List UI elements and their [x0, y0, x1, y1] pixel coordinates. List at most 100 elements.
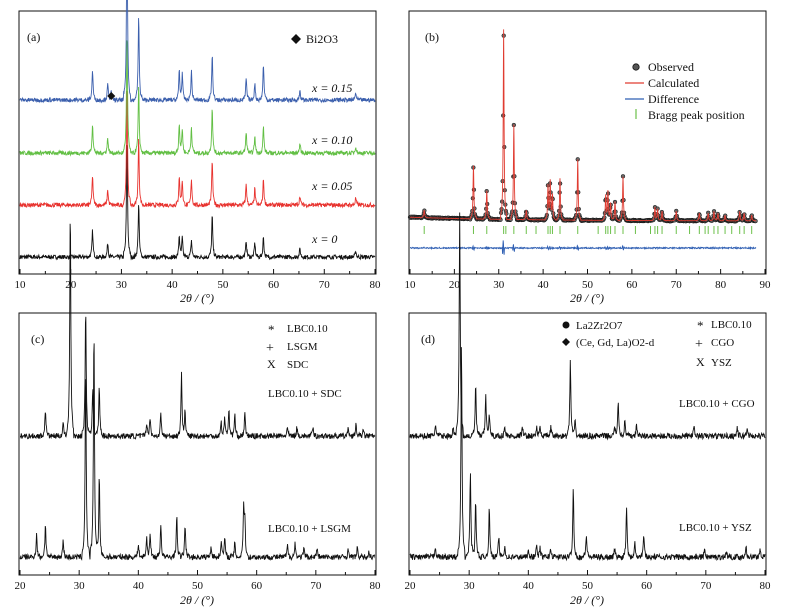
- panel-b-x-tick-label: 50: [582, 279, 594, 291]
- panel-c-legend-lbc: LBC0.10: [287, 323, 328, 335]
- panel-c-series-group: LBC0.10 + LSGM LBC0.10 + SDC: [19, 223, 376, 562]
- panel-a-series-labels: x = 0 x = 0.05 x = 0.10 x = 0.15: [311, 81, 352, 246]
- panel-d-legend-cgo: CGO: [711, 337, 734, 349]
- panel-a-x-tick-label: 10: [15, 279, 27, 291]
- panel-c-legend: * LBC0.10 + LSGM X SDC: [266, 322, 328, 371]
- panel-d-series-label: LBC0.10 + YSZ: [679, 522, 752, 534]
- panel-c-legend-lbc-icon: *: [268, 322, 275, 337]
- panel-c-x-tick-label: 70: [310, 580, 322, 592]
- panel-c-label: (c): [31, 332, 44, 346]
- panel-a-series-label: x = 0.10: [311, 133, 352, 147]
- panel-d-legend-ceo2: (Ce, Gd, La)O2-d: [576, 337, 655, 349]
- panel-d-x-tick-label: 50: [582, 580, 594, 592]
- panel-d-legend: La2Zr2O7 (Ce, Gd, La)O2-d * LBC0.10 + CG…: [562, 318, 752, 369]
- panel-d-legend-ceo2-diamond-icon: [562, 338, 570, 346]
- panel-c-x-axis: 20 30 40 50 60 70 80: [15, 570, 382, 592]
- panel-b-x-tick-label: 90: [760, 279, 772, 291]
- panel-b-x-tick-label: 10: [405, 279, 417, 291]
- panel-c-series-label: LBC0.10 + LSGM: [268, 523, 351, 535]
- panel-a-series-line: [19, 144, 376, 261]
- panel-c-legend-sdc: SDC: [287, 359, 308, 371]
- panel-d-legend-lbc: LBC0.10: [711, 319, 752, 331]
- panel-b-x-tick-label: 30: [493, 279, 505, 291]
- panel-a-xlabel: 2θ / (°): [180, 291, 214, 305]
- panel-a-legend: Bi2O3: [291, 32, 338, 46]
- panel-b-legend-observed: Observed: [648, 60, 694, 74]
- panel-c-legend-lsgm-icon: +: [266, 341, 274, 356]
- panel-b-difference-line: [409, 240, 757, 255]
- panel-a-x-tick-label: 40: [167, 279, 179, 291]
- panel-b-legend-observed-icon: [632, 63, 640, 71]
- panel-a-series-line: [19, 90, 376, 209]
- panel-a-series-label: x = 0.15: [311, 81, 352, 95]
- panel-d-legend-ysz: YSZ: [711, 357, 732, 369]
- panel-c-x-tick-label: 80: [370, 580, 382, 592]
- panel-a: (a) Bi2O3 x = 0x = 0.05x = 0.10x = 0.15 …: [15, 0, 382, 305]
- panel-b-plot: [407, 29, 758, 255]
- panel-b-x-tick-label: 70: [671, 279, 683, 291]
- panel-d: (d) La2Zr2O7 (Ce, Gd, La)O2-d * LBC0.10 …: [405, 212, 772, 607]
- panel-a-series-label: x = 0: [311, 232, 337, 246]
- panel-d-x-tick-label: 30: [464, 580, 476, 592]
- panel-c-x-tick-label: 40: [133, 580, 145, 592]
- panel-a-legend-label: Bi2O3: [306, 32, 338, 46]
- panel-d-legend-la2zr2o7: La2Zr2O7: [576, 320, 623, 332]
- panel-d-legend-la2zr2o7-icon: [562, 321, 570, 329]
- panel-a-x-tick-label: 50: [217, 279, 229, 291]
- panel-b-calculated-line: [409, 29, 757, 222]
- panel-b: (b) Observed Calculated Difference Bragg…: [405, 10, 772, 305]
- panel-a-markers: [107, 92, 116, 100]
- panel-d-legend-lbc-icon: *: [697, 318, 704, 333]
- panel-c-legend-sdc-icon: X: [267, 357, 276, 371]
- panel-d-x-tick-label: 40: [523, 580, 535, 592]
- panel-d-series-line: [409, 212, 766, 441]
- panel-a-x-tick-label: 30: [116, 279, 128, 291]
- panel-c-x-tick-label: 50: [192, 580, 204, 592]
- panel-c-legend-lsgm: LSGM: [287, 341, 318, 353]
- panel-b-x-tick-label: 60: [626, 279, 638, 291]
- panel-a-series-line: [19, 0, 376, 104]
- panel-b-frame: [408, 10, 767, 275]
- panel-d-legend-ysz-icon: X: [696, 355, 705, 369]
- panel-c: (c) * LBC0.10 + LSGM X SDC LBC0.10 + LSG…: [15, 223, 382, 607]
- panel-d-x-tick-label: 80: [760, 580, 772, 592]
- panel-a-x-tick-label: 70: [319, 279, 331, 291]
- panel-b-x-axis: 10 20 30 40 50 60 70 80 90: [405, 269, 772, 291]
- panel-b-x-tick-label: 20: [449, 279, 461, 291]
- panel-c-series-label: LBC0.10 + SDC: [268, 388, 342, 400]
- panel-c-xlabel: 2θ / (°): [180, 593, 214, 607]
- panel-c-series-line: [19, 223, 376, 440]
- panel-d-series-label: LBC0.10 + CGO: [679, 398, 755, 410]
- panel-d-series-group: LBC0.10 + YSZ LBC0.10 + CGO: [409, 212, 766, 562]
- panel-a-x-tick-label: 80: [370, 279, 382, 291]
- panel-a-label: (a): [27, 30, 40, 44]
- panel-d-x-tick-label: 70: [700, 580, 712, 592]
- panel-c-series-line: [19, 343, 376, 562]
- panel-b-legend-bragg: Bragg peak position: [648, 108, 745, 122]
- panel-b-legend: Observed Calculated Difference Bragg pea…: [625, 60, 745, 122]
- panel-d-legend-cgo-icon: +: [695, 337, 703, 352]
- panel-c-x-tick-label: 20: [15, 580, 27, 592]
- panel-b-legend-difference: Difference: [648, 92, 699, 106]
- panel-a-bi2o3-diamond-icon: [107, 92, 116, 100]
- panel-d-frame: [408, 312, 767, 576]
- panel-a-series-group: [19, 0, 376, 261]
- panel-d-x-axis: 20 30 40 50 60 70 80: [405, 570, 772, 592]
- panel-c-x-tick-label: 30: [74, 580, 86, 592]
- panel-a-legend-diamond-icon: [291, 34, 301, 44]
- panel-d-series-line: [409, 347, 766, 562]
- panel-c-frame: [18, 312, 377, 576]
- panel-b-legend-calculated: Calculated: [648, 76, 699, 90]
- panel-d-x-tick-label: 20: [405, 580, 417, 592]
- panel-b-label: (b): [425, 30, 439, 44]
- panel-d-xlabel: 2θ / (°): [570, 593, 604, 607]
- panel-a-x-tick-label: 60: [268, 279, 280, 291]
- panel-b-x-tick-label: 40: [538, 279, 550, 291]
- panel-b-x-tick-label: 80: [715, 279, 727, 291]
- panel-b-xlabel: 2θ / (°): [570, 291, 604, 305]
- panel-d-x-tick-label: 60: [641, 580, 653, 592]
- panel-d-label: (d): [421, 332, 435, 346]
- panel-c-x-tick-label: 60: [251, 580, 263, 592]
- panel-a-series-label: x = 0.05: [311, 179, 352, 193]
